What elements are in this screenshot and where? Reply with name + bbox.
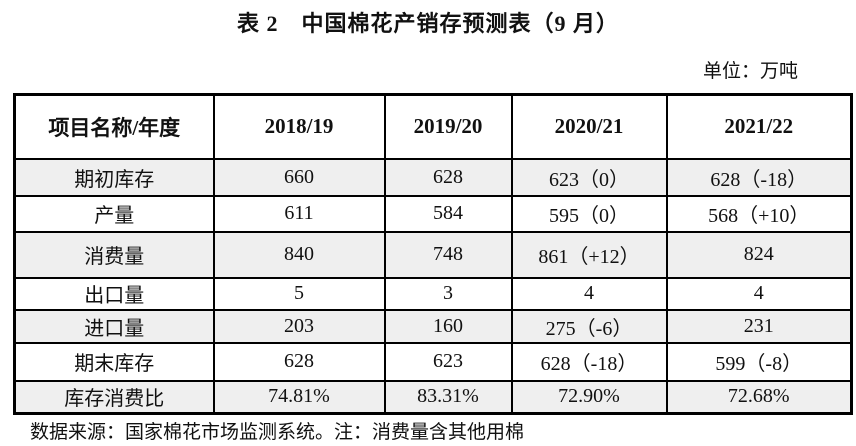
cell: 3 (383, 276, 513, 311)
row-label: 出口量 (13, 276, 215, 311)
cell: 623 (383, 341, 513, 382)
table-row: 消费量 840 748 861（+12） 824 (13, 230, 853, 279)
cell: 628 (212, 341, 386, 382)
cell: 275（-6） (510, 308, 668, 344)
header-cell-year: 2019/20 (383, 93, 513, 160)
row-label: 期初库存 (13, 157, 215, 197)
cell: 628（-18） (510, 341, 668, 382)
cell: 628 (383, 157, 513, 197)
header-cell-year: 2021/22 (665, 93, 853, 160)
page-title: 表 2 中国棉花产销存预测表（9 月） (236, 11, 619, 36)
cell: 203 (212, 308, 386, 344)
table-row: 进口量 203 160 275（-6） 231 (13, 308, 853, 344)
cell: 840 (212, 230, 386, 279)
table-row: 出口量 5 3 4 4 (13, 276, 853, 311)
cell: 160 (383, 308, 513, 344)
cell: 824 (665, 230, 853, 279)
header-cell-item: 项目名称/年度 (13, 93, 215, 160)
cell: 231 (665, 308, 853, 344)
row-label: 产量 (13, 194, 215, 233)
cell: 74.81% (212, 379, 386, 415)
cell: 72.68% (665, 379, 853, 415)
cell: 4 (665, 276, 853, 311)
cell: 599（-8） (665, 341, 853, 382)
cell: 83.31% (383, 379, 513, 415)
footnote: 数据来源：国家棉花市场监测系统。注：消费量含其他用棉 (30, 422, 525, 443)
cotton-forecast-table: 项目名称/年度 2018/19 2019/20 2020/21 2021/22 … (13, 93, 853, 415)
cell: 748 (383, 230, 513, 279)
cell: 568（+10） (665, 194, 853, 233)
table-row: 期初库存 660 628 623（0） 628（-18） (13, 157, 853, 197)
cell: 595（0） (510, 194, 668, 233)
cell: 611 (212, 194, 386, 233)
row-label: 进口量 (13, 308, 215, 344)
unit-label: 单位：万吨 (702, 61, 798, 82)
cell: 4 (510, 276, 668, 311)
cell: 584 (383, 194, 513, 233)
cell: 5 (212, 276, 386, 311)
row-label: 库存消费比 (13, 379, 215, 415)
header-cell-year: 2018/19 (212, 93, 386, 160)
row-label: 期末库存 (13, 341, 215, 382)
cell: 628（-18） (665, 157, 853, 197)
cell: 623（0） (510, 157, 668, 197)
table-row: 产量 611 584 595（0） 568（+10） (13, 194, 853, 233)
header-cell-year: 2020/21 (510, 93, 668, 160)
cell: 660 (212, 157, 386, 197)
cell: 861（+12） (510, 230, 668, 279)
table-row: 库存消费比 74.81% 83.31% 72.90% 72.68% (13, 379, 853, 415)
row-label: 消费量 (13, 230, 215, 279)
table-row: 期末库存 628 623 628（-18） 599（-8） (13, 341, 853, 382)
table-header-row: 项目名称/年度 2018/19 2019/20 2020/21 2021/22 (13, 93, 853, 160)
cell: 72.90% (510, 379, 668, 415)
